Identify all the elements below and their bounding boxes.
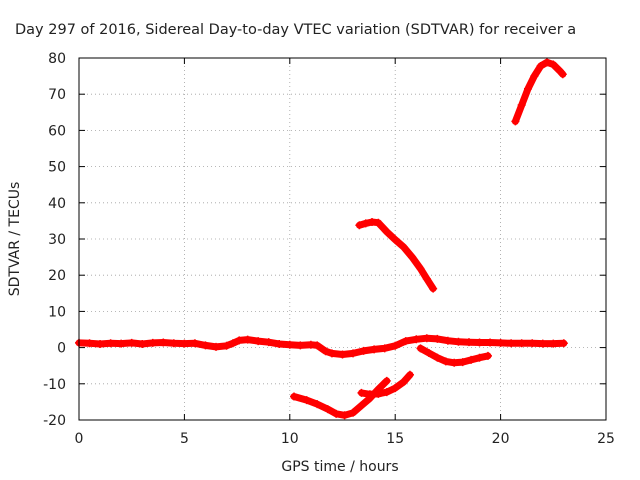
y-tick-label: 10 <box>48 304 66 320</box>
y-tick-label: 80 <box>48 51 66 67</box>
y-tick-label: 60 <box>48 123 66 139</box>
x-tick-label: 0 <box>75 431 84 447</box>
y-tick-label: -20 <box>43 413 66 429</box>
chart: 0 5 10 15 20 25 -20 -10 0 10 20 30 40 50 60 70 80 Day 2… <box>0 0 640 480</box>
y-tick-label: 50 <box>48 160 66 176</box>
y-tick-label: 70 <box>48 87 66 103</box>
x-tick-label: 10 <box>281 431 299 447</box>
chart-title: Day 297 of 2016, Sidereal Day-to-day VTE… <box>15 22 576 38</box>
x-tick-label: 15 <box>386 431 404 447</box>
x-tick-label: 20 <box>492 431 510 447</box>
y-tick-label: 40 <box>48 196 66 212</box>
y-tick-label: -10 <box>43 377 66 393</box>
y-tick-label: 0 <box>57 341 66 357</box>
y-axis-label: SDTVAR / TECUs <box>7 182 23 297</box>
x-tick-label: 5 <box>180 431 189 447</box>
x-axis-label: GPS time / hours <box>281 459 398 475</box>
y-tick-label: 20 <box>48 268 66 284</box>
y-tick-label: 30 <box>48 232 66 248</box>
x-tick-label: 25 <box>597 431 615 447</box>
